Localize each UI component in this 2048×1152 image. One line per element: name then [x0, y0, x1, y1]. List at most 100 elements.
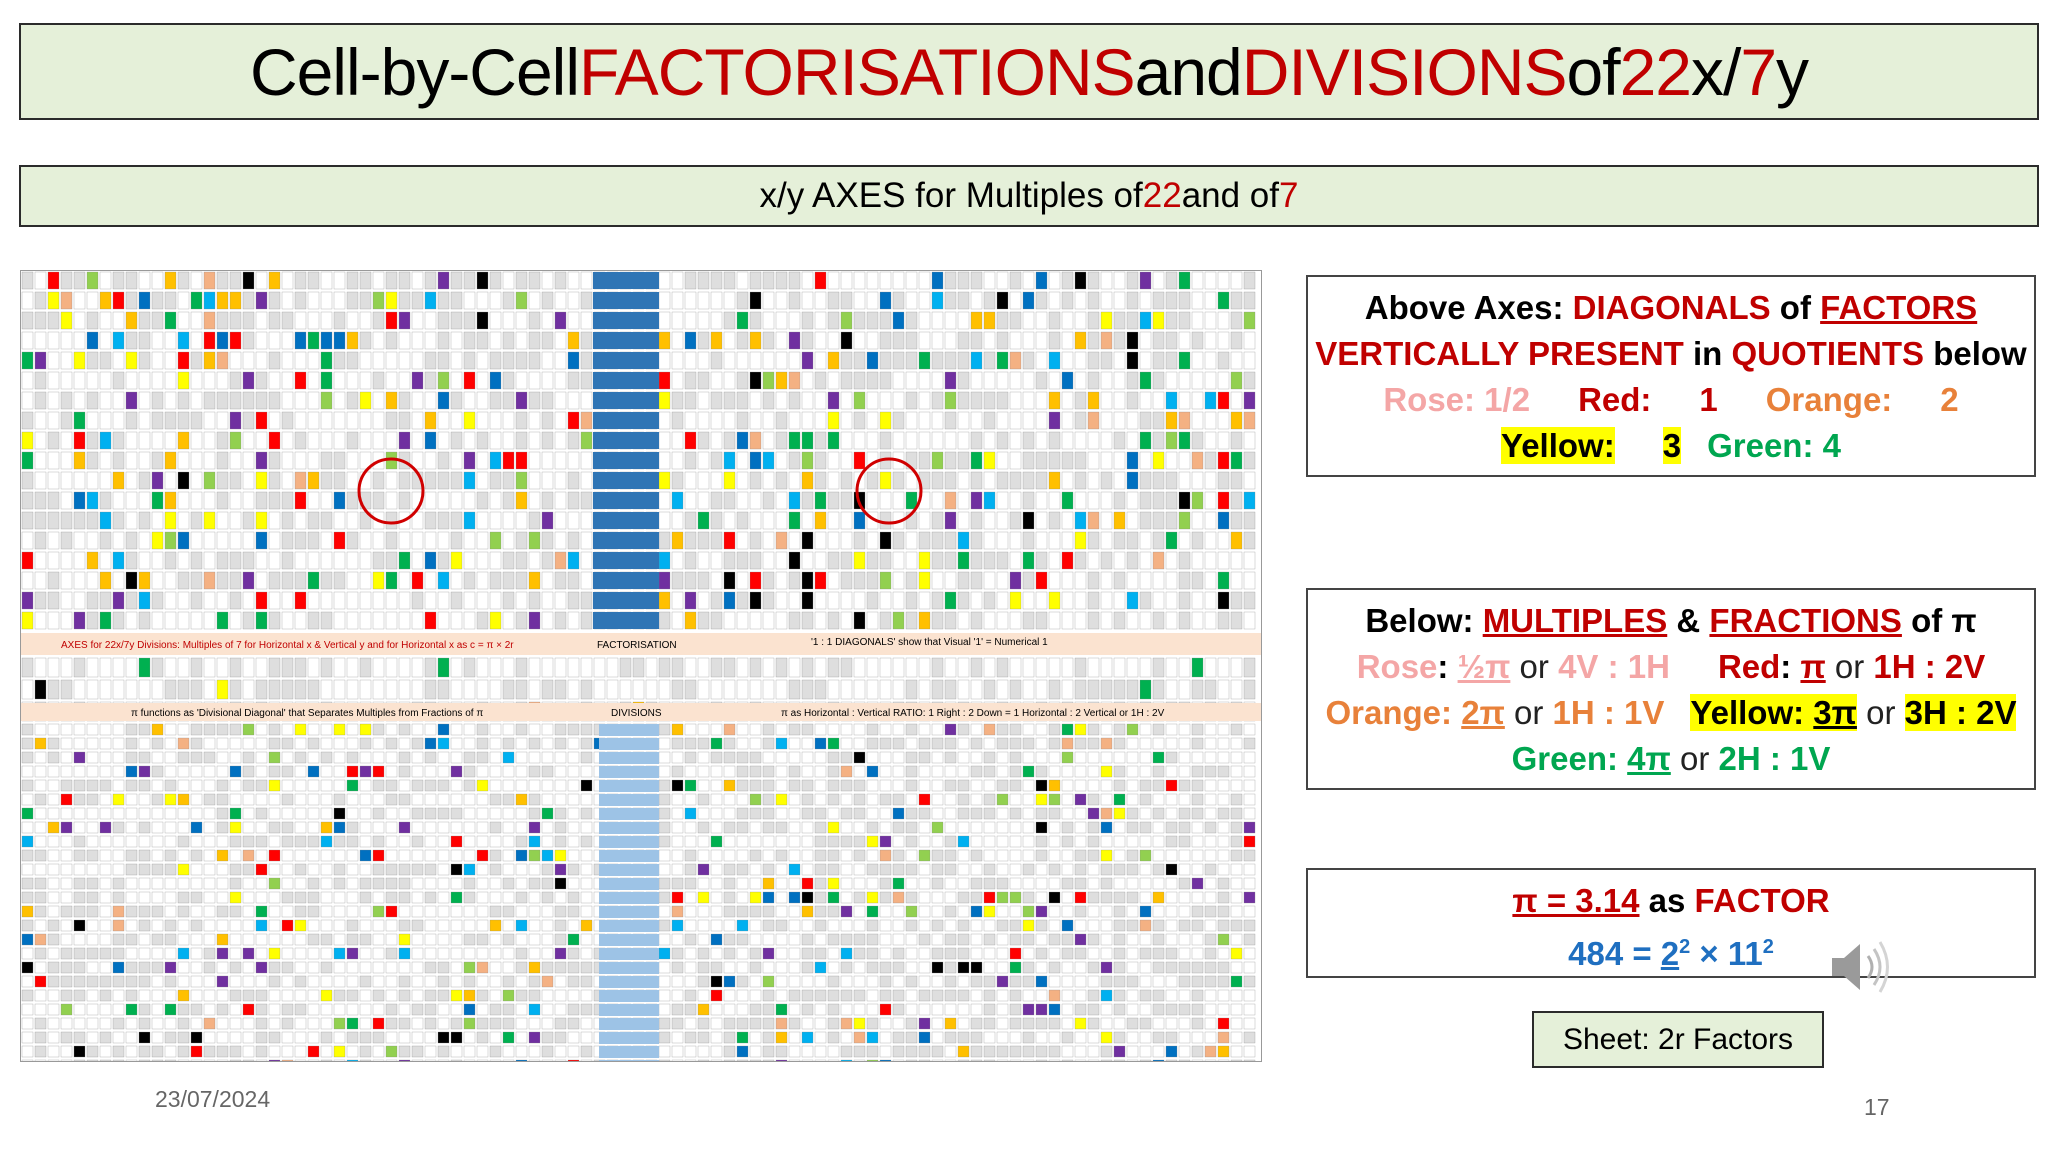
sheet-cell	[385, 611, 398, 630]
sheet-cell	[1191, 933, 1204, 946]
sheet-cell	[476, 679, 489, 700]
sheet-cell	[1061, 611, 1074, 630]
sheet-cell	[320, 807, 333, 820]
sheet-cell	[658, 431, 671, 450]
sheet-cell	[385, 551, 398, 570]
sheet-cell	[268, 351, 281, 370]
sheet-cell	[190, 905, 203, 918]
sheet-cell	[658, 371, 671, 390]
sheet-cell	[1009, 821, 1022, 834]
sheet-cell	[437, 511, 450, 530]
sheet-cell	[372, 933, 385, 946]
sheet-cell	[242, 571, 255, 590]
sheet-cell	[424, 311, 437, 330]
base-two: 2	[1660, 935, 1680, 972]
sheet-cell	[892, 737, 905, 750]
sheet-cell	[242, 591, 255, 610]
sheet-cell	[541, 1003, 554, 1016]
sheet-cell	[372, 657, 385, 678]
speaker-icon[interactable]	[1826, 932, 1896, 1002]
sheet-cell	[411, 737, 424, 750]
sheet-cell	[775, 551, 788, 570]
sheet-cell	[73, 751, 86, 764]
sheet-cell	[567, 947, 580, 960]
sheet-cell	[34, 793, 47, 806]
sheet-cell	[931, 531, 944, 550]
sheet-cell	[996, 411, 1009, 430]
sheet-cell	[567, 877, 580, 890]
sheet-cell	[996, 905, 1009, 918]
sheet-cell	[671, 863, 684, 876]
or-text: or	[1670, 740, 1719, 777]
sheet-cell	[905, 779, 918, 792]
sheet-cell	[840, 451, 853, 470]
sheet-cell	[1165, 877, 1178, 890]
sheet-cell	[840, 271, 853, 290]
sheet-cell	[346, 1017, 359, 1030]
green-value: 4π	[1627, 740, 1671, 777]
sheet-cell	[814, 807, 827, 820]
sheet-cell	[34, 271, 47, 290]
sheet-cell	[1217, 511, 1230, 530]
sheet-cell	[190, 877, 203, 890]
sheet-cell	[1178, 391, 1191, 410]
sheet-cell	[1113, 451, 1126, 470]
sheet-cell	[281, 989, 294, 1002]
sheet-cell	[736, 411, 749, 430]
sheet-cell	[333, 989, 346, 1002]
sheet-cell	[73, 1017, 86, 1030]
sheet-cell	[203, 1045, 216, 1058]
sheet-cell	[1022, 933, 1035, 946]
sheet-cell	[1048, 331, 1061, 350]
sheet-cell	[580, 835, 593, 848]
sheet-cell	[684, 961, 697, 974]
sheet-cell	[255, 1031, 268, 1044]
sheet-cell	[1035, 1031, 1048, 1044]
sheet-cell	[1100, 779, 1113, 792]
sheet-cell	[177, 877, 190, 890]
sheet-cell	[788, 933, 801, 946]
sheet-cell	[684, 591, 697, 610]
sheet-cell	[229, 905, 242, 918]
sheet-cell	[801, 807, 814, 820]
sheet-cell	[359, 411, 372, 430]
sheet-cell	[1165, 1003, 1178, 1016]
highlight-circle-right	[855, 457, 923, 525]
sheet-cell	[73, 765, 86, 778]
sheet-cell	[1126, 451, 1139, 470]
sheet-cell	[151, 551, 164, 570]
sheet-cell	[21, 571, 34, 590]
sheet-cell	[1139, 1045, 1152, 1058]
sheet-cell	[411, 571, 424, 590]
sheet-cell	[242, 1059, 255, 1061]
sheet-cell	[892, 371, 905, 390]
sheet-cell	[827, 989, 840, 1002]
sheet-cell	[1048, 1045, 1061, 1058]
sheet-cell	[1139, 411, 1152, 430]
sheet-cell	[125, 835, 138, 848]
sheet-cell	[1061, 491, 1074, 510]
sheet-cell	[1074, 933, 1087, 946]
sheet-cell	[307, 271, 320, 290]
sheet-cell	[1165, 849, 1178, 862]
sheet-cell	[840, 961, 853, 974]
sheet-cell	[385, 947, 398, 960]
sheet-cell	[333, 863, 346, 876]
sheet-cell	[125, 657, 138, 678]
sheet-cell	[112, 863, 125, 876]
sheet-cell	[177, 431, 190, 450]
sheet-cell	[450, 863, 463, 876]
sheet-cell	[320, 611, 333, 630]
sheet-cell	[476, 291, 489, 310]
sheet-cell	[684, 933, 697, 946]
sheet-cell	[333, 891, 346, 904]
sheet-cell	[1061, 933, 1074, 946]
sheet-cell	[892, 961, 905, 974]
sheet-cell	[1074, 471, 1087, 490]
sheet-cell	[437, 591, 450, 610]
sheet-cell	[1087, 793, 1100, 806]
title-part: of	[1566, 34, 1621, 109]
sheet-cell	[125, 371, 138, 390]
sheet-cell	[307, 411, 320, 430]
sheet-cell	[814, 351, 827, 370]
